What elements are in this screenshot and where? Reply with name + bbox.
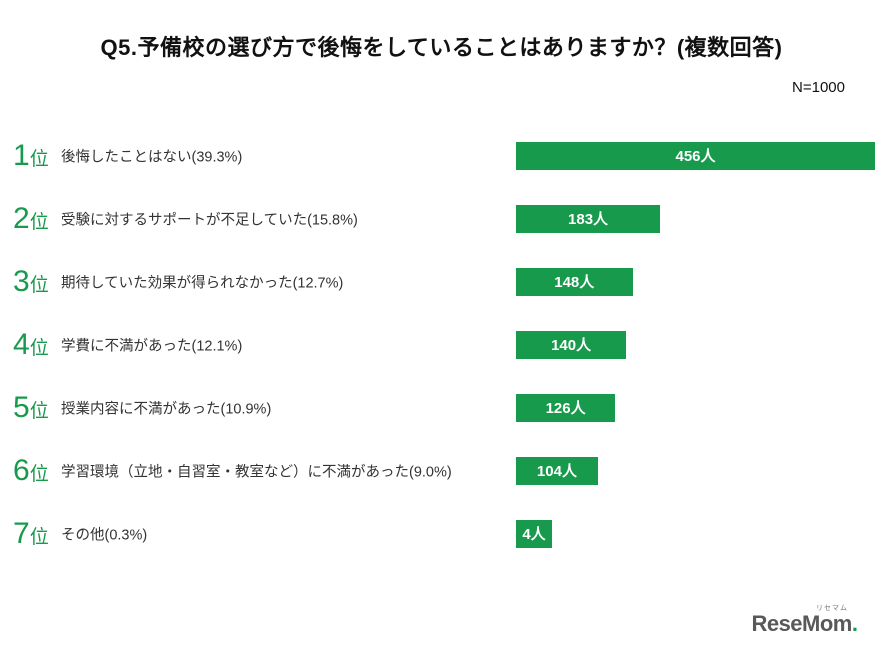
rank-label: 7位	[13, 516, 49, 550]
rank-number: 7	[13, 516, 30, 550]
bar-chart: 1位 後悔したことはない(39.3%) 456人 2位 受験に対するサポートが不足してい…	[0, 124, 883, 565]
rank-suffix: 位	[29, 211, 49, 233]
bar-value-label: 456人	[675, 148, 716, 165]
bar-value-label: 140人	[551, 337, 592, 354]
chart-row: 7位 その他(0.3%) 4人	[0, 502, 883, 565]
rank-label: 5位	[13, 390, 49, 424]
rank-suffix: 位	[29, 148, 49, 170]
chart-row: 4位 学費に不満があった(12.1%) 140人	[0, 313, 883, 376]
logo-text-rese: Rese	[751, 611, 803, 636]
category-label: 期待していた効果が得られなかった(12.7%)	[61, 275, 344, 291]
chart-row: 5位 授業内容に不満があった(10.9%) 126人	[0, 376, 883, 439]
chart-row: 2位 受験に対するサポートが不足していた(15.8%) 183人	[0, 187, 883, 250]
category-label: 受験に対するサポートが不足していた(15.8%)	[61, 212, 358, 228]
rank-label: 6位	[13, 453, 49, 487]
category-label: 学費に不満があった(12.1%)	[61, 338, 243, 354]
bar-value-label: 148人	[554, 274, 595, 291]
bar: 140人	[516, 330, 627, 359]
rank-number: 3	[13, 264, 30, 298]
bar-value-label: 126人	[545, 400, 586, 417]
rank-suffix: 位	[29, 526, 49, 548]
rank-suffix: 位	[29, 463, 49, 485]
rank-number: 5	[13, 390, 30, 424]
resemom-logo: リセマム ReseMom.	[751, 605, 858, 635]
bar: 456人	[516, 141, 875, 170]
rank-suffix: 位	[29, 337, 49, 359]
bar-value-label: 183人	[568, 211, 609, 228]
category-label: 後悔したことはない(39.3%)	[61, 149, 243, 165]
rank-label: 4位	[13, 327, 49, 361]
bar-value-label: 104人	[536, 463, 577, 480]
rank-number: 1	[13, 138, 30, 172]
chart-row: 6位 学習環境（立地・自習室・教室など）に不満があった(9.0%) 104人	[0, 439, 883, 502]
rank-suffix: 位	[29, 274, 49, 296]
rank-suffix: 位	[29, 400, 49, 422]
rank-number: 2	[13, 201, 30, 235]
bar: 104人	[516, 456, 598, 485]
logo-kana-text: リセマム	[816, 605, 848, 612]
rank-number: 6	[13, 453, 30, 487]
rank-label: 3位	[13, 264, 49, 298]
rank-number: 4	[13, 327, 30, 361]
bar: 126人	[516, 393, 616, 422]
rank-label: 1位	[13, 138, 49, 172]
bar: 148人	[516, 267, 633, 296]
logo-text-mom: Mom	[802, 611, 852, 636]
bar: 183人	[516, 204, 661, 233]
bar-value-label: 4人	[522, 526, 546, 543]
sample-size-label: N=1000	[792, 79, 845, 96]
chart-row: 3位 期待していた効果が得られなかった(12.7%) 148人	[0, 250, 883, 313]
rank-label: 2位	[13, 201, 49, 235]
category-label: その他(0.3%)	[61, 527, 148, 543]
category-label: 授業内容に不満があった(10.9%)	[61, 401, 272, 417]
bar: 4人	[516, 519, 552, 548]
logo-dot: .	[851, 611, 858, 636]
chart-title: Q5.予備校の選び方で後悔をしていることはありますか？(複数回答)	[100, 35, 783, 60]
category-label: 学習環境（立地・自習室・教室など）に不満があった(9.0%)	[61, 464, 452, 480]
chart-row: 1位 後悔したことはない(39.3%) 456人	[0, 124, 883, 187]
